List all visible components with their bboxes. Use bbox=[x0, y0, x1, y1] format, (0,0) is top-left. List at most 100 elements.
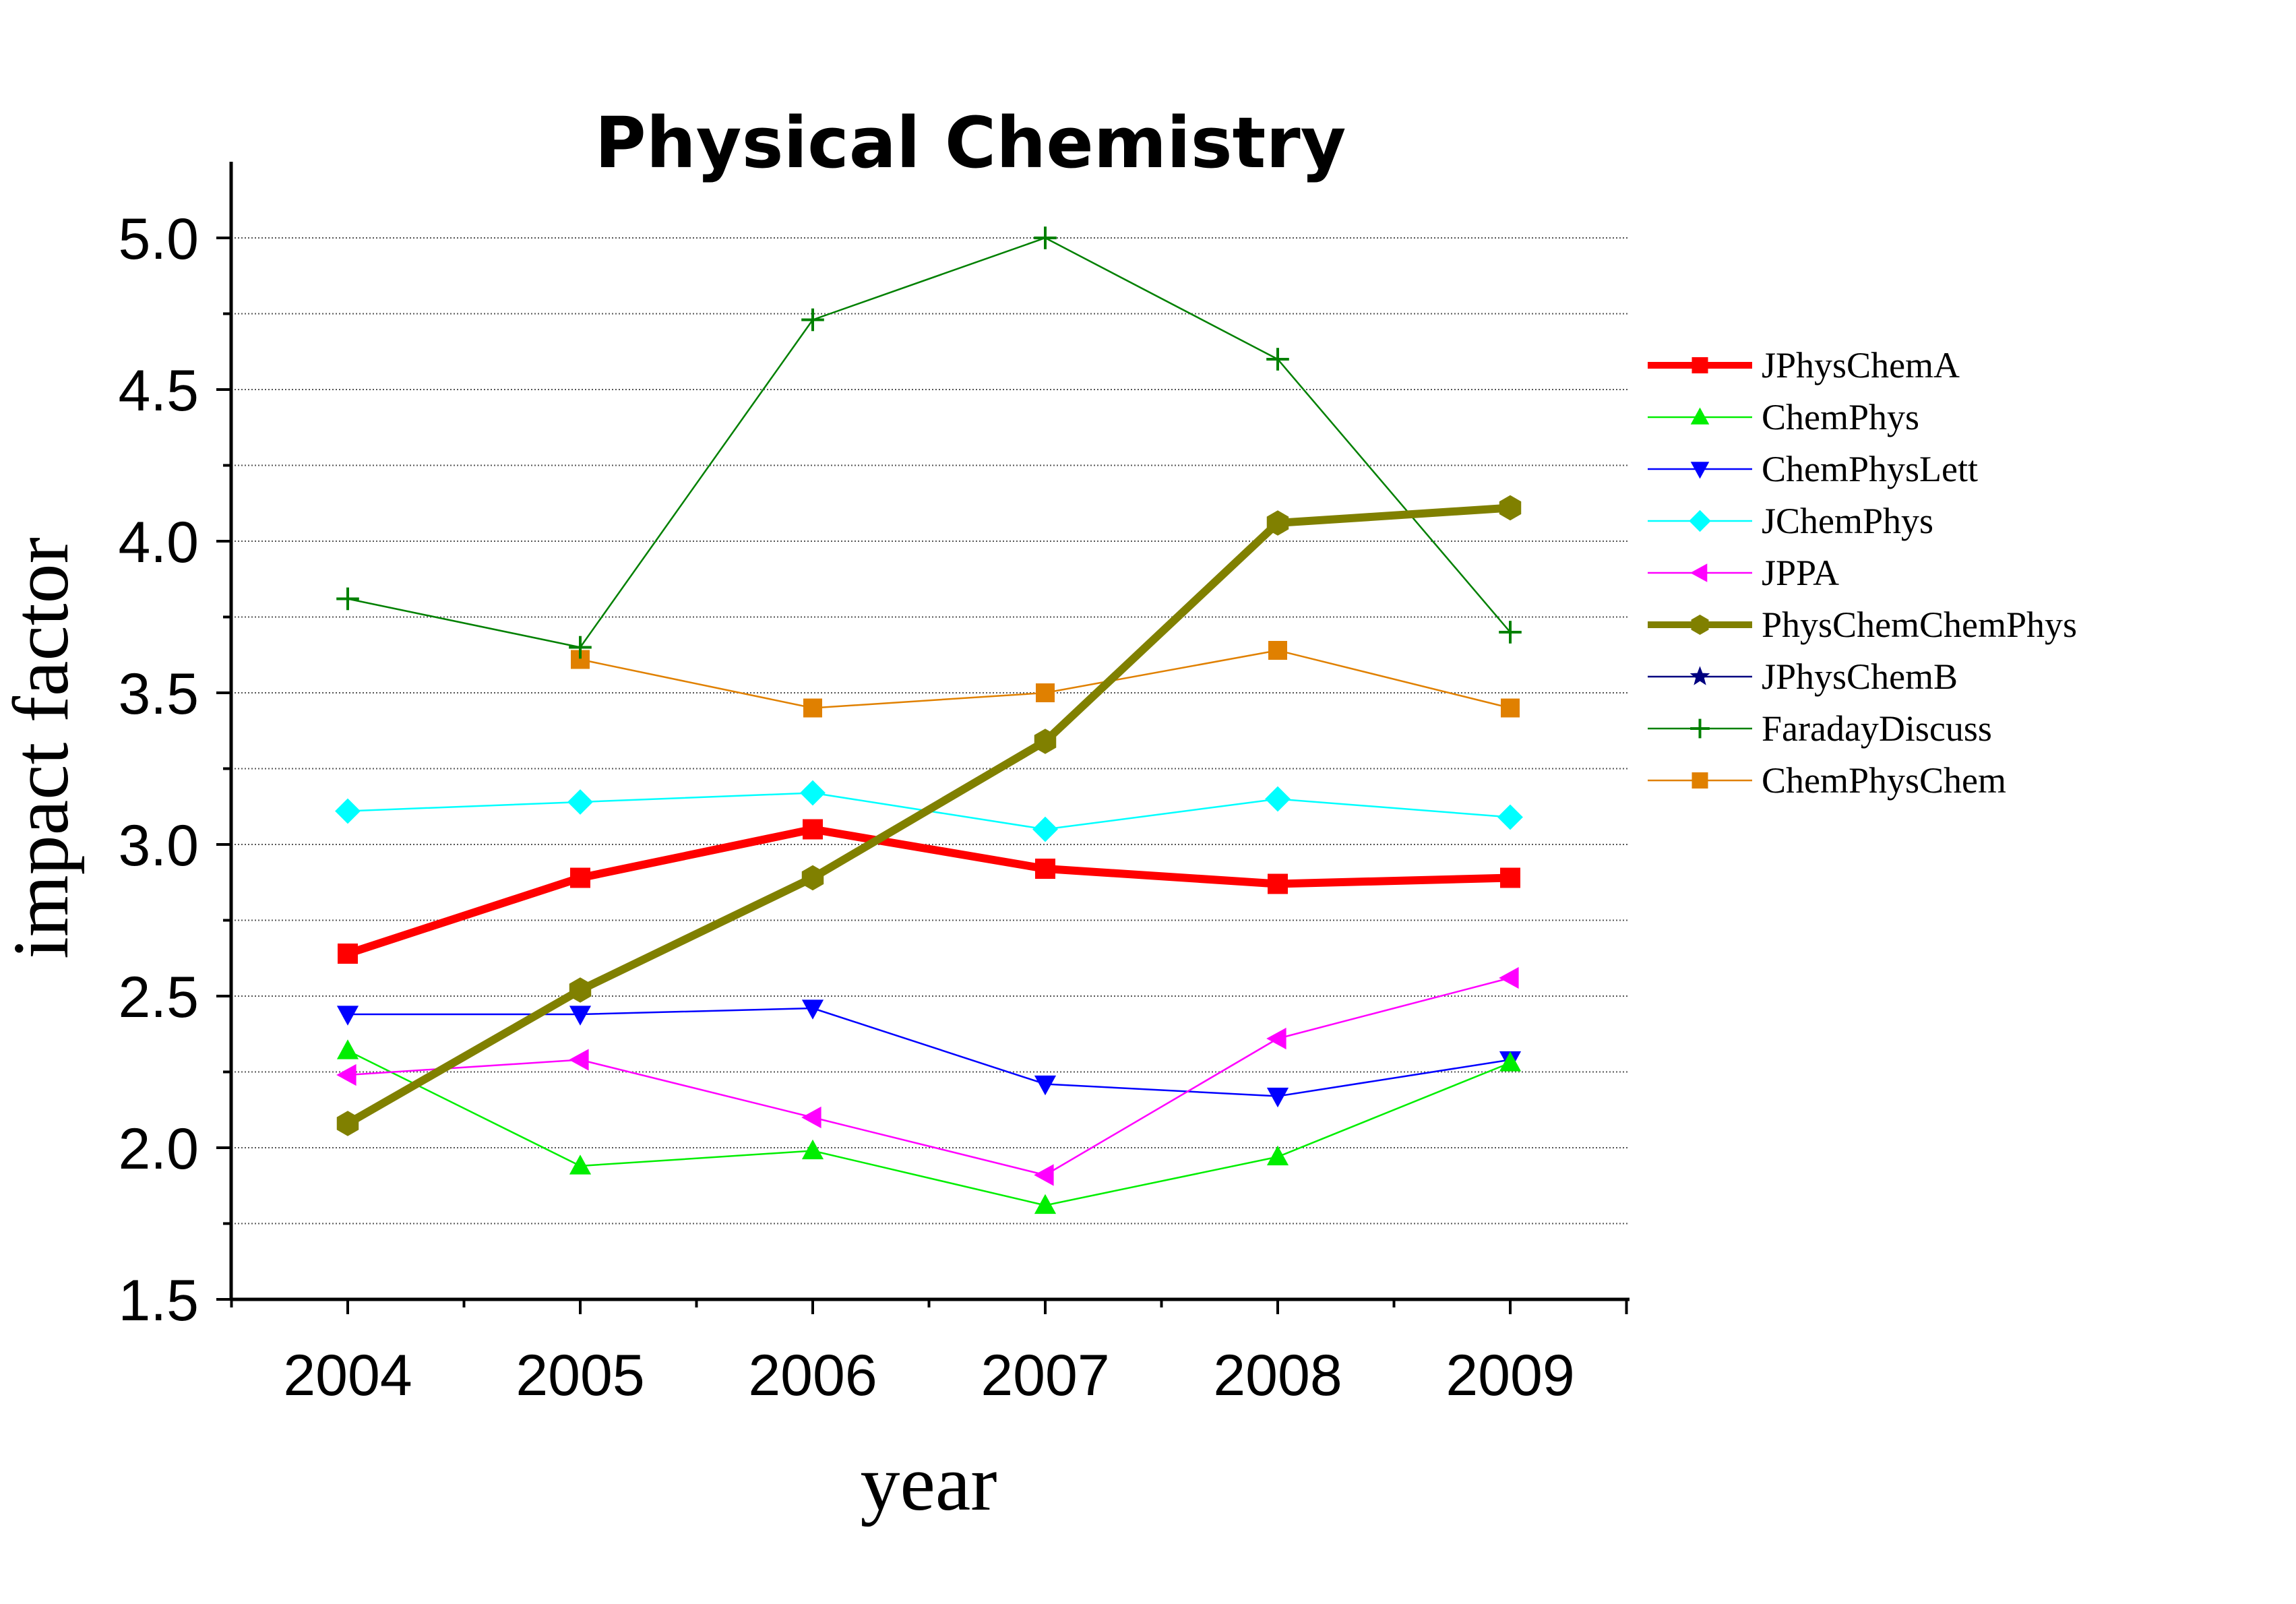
legend-marker bbox=[1689, 666, 1710, 685]
data-point bbox=[801, 999, 824, 1020]
data-point bbox=[1034, 226, 1057, 249]
y-tick-label: 1.5 bbox=[118, 1268, 199, 1333]
legend-marker bbox=[1691, 615, 1709, 635]
x-tick-label: 2005 bbox=[516, 1343, 644, 1408]
data-point bbox=[570, 867, 590, 888]
data-point bbox=[1265, 786, 1291, 812]
data-point bbox=[338, 944, 358, 964]
y-tick-label: 5.0 bbox=[118, 207, 199, 272]
data-point bbox=[801, 308, 824, 332]
data-point bbox=[336, 1063, 356, 1086]
legend-label: JPhysChemB bbox=[1762, 656, 1958, 697]
legend-label: JChemPhys bbox=[1762, 501, 1933, 541]
data-point bbox=[1034, 729, 1057, 754]
series-layer bbox=[335, 226, 1523, 1214]
data-point bbox=[1499, 1051, 1522, 1072]
data-point bbox=[1266, 510, 1289, 536]
legend-label: PhysChemChemPhys bbox=[1762, 605, 2077, 645]
data-point bbox=[336, 1006, 359, 1026]
legend-item-jchemphys: JChemPhys bbox=[1648, 501, 1933, 541]
x-axis-label: year bbox=[860, 1439, 997, 1527]
data-point bbox=[1499, 495, 1522, 521]
legend-marker bbox=[1692, 772, 1708, 789]
data-point bbox=[1501, 698, 1520, 718]
data-point bbox=[1268, 641, 1287, 660]
data-point bbox=[1266, 1145, 1289, 1166]
data-point bbox=[1035, 859, 1055, 879]
series-line bbox=[347, 977, 1511, 1176]
data-point bbox=[803, 698, 822, 718]
legend-marker bbox=[1690, 462, 1710, 479]
chart-title: Physical Chemistry bbox=[595, 102, 1346, 184]
legend-item-chemphys: ChemPhys bbox=[1648, 397, 1919, 437]
legend-marker bbox=[1690, 407, 1710, 425]
legend-label: JPhysChemA bbox=[1762, 345, 1960, 385]
legend-item-physchemchemphys: PhysChemChemPhys bbox=[1648, 605, 2077, 645]
series-line bbox=[347, 1049, 1511, 1206]
data-point bbox=[1032, 816, 1058, 842]
y-axis-label: impact factor bbox=[0, 537, 85, 959]
legend-marker bbox=[1690, 563, 1708, 582]
legend-label: ChemPhys bbox=[1762, 397, 1919, 437]
y-tick-label: 3.5 bbox=[118, 662, 199, 727]
series-faradaydiscuss bbox=[336, 226, 1522, 659]
legend-item-jppa: JPPA bbox=[1648, 553, 1839, 593]
y-tick-label: 4.0 bbox=[118, 510, 199, 575]
series-jphyschema bbox=[338, 819, 1520, 964]
data-point bbox=[801, 1106, 821, 1129]
data-point bbox=[1034, 1075, 1057, 1096]
legend-item-jphyschema: JPhysChemA bbox=[1648, 345, 1960, 385]
legend-item-chemphyschem: ChemPhysChem bbox=[1648, 760, 2006, 801]
data-point bbox=[803, 819, 823, 840]
data-point bbox=[569, 1049, 589, 1071]
series-jppa bbox=[336, 966, 1519, 1186]
data-point bbox=[336, 587, 359, 611]
legend-label: ChemPhysChem bbox=[1762, 760, 2006, 801]
legend: JPhysChemA ChemPhys ChemPhysLett JChemPhys J… bbox=[1648, 345, 2077, 801]
x-tick-label: 2006 bbox=[748, 1343, 877, 1408]
series-line bbox=[346, 825, 1511, 958]
series-line bbox=[346, 503, 1511, 1128]
data-point bbox=[1034, 1164, 1054, 1186]
data-point bbox=[336, 1039, 359, 1059]
data-point bbox=[1499, 621, 1522, 644]
legend-item-jphyschemb: JPhysChemB bbox=[1648, 656, 1958, 697]
series-physchemchemphys bbox=[336, 495, 1522, 1136]
legend-item-chemphyslett: ChemPhysLett bbox=[1648, 449, 1978, 489]
data-point bbox=[1499, 966, 1519, 989]
data-point bbox=[1500, 867, 1520, 888]
legend-item-faradaydiscuss: FaradayDiscuss bbox=[1648, 708, 1992, 749]
series-chemphys bbox=[336, 1039, 1522, 1214]
data-point bbox=[569, 977, 592, 1003]
gridlines bbox=[231, 237, 1630, 1225]
data-point bbox=[1036, 683, 1055, 702]
data-point bbox=[569, 636, 592, 659]
legend-label: ChemPhysLett bbox=[1762, 449, 1978, 489]
data-point bbox=[1266, 348, 1289, 371]
series-chemphyschem bbox=[571, 641, 1520, 718]
series-line bbox=[347, 237, 1511, 648]
legend-label: FaradayDiscuss bbox=[1762, 708, 1992, 749]
data-point bbox=[801, 1139, 824, 1160]
legend-marker bbox=[1689, 510, 1711, 532]
x-tick-label: 2008 bbox=[1213, 1343, 1342, 1408]
y-tick-label: 4.5 bbox=[118, 359, 199, 423]
data-point bbox=[1266, 1087, 1289, 1108]
data-point bbox=[801, 865, 824, 891]
y-tick-label: 2.5 bbox=[118, 965, 199, 1030]
data-point bbox=[1034, 1194, 1057, 1214]
data-point bbox=[1497, 804, 1523, 830]
data-point bbox=[800, 780, 826, 806]
legend-marker bbox=[1690, 718, 1710, 739]
data-point bbox=[1268, 873, 1288, 894]
axes: 1.5 2.0 2.5 3.0 3.5 4.0 4.5 5.0 2004 2005 2006 2007… bbox=[118, 162, 1630, 1408]
legend-marker bbox=[1692, 357, 1708, 373]
data-point bbox=[569, 1154, 592, 1175]
data-point bbox=[567, 789, 593, 815]
data-point bbox=[335, 798, 361, 824]
data-point bbox=[1266, 1027, 1286, 1050]
data-point bbox=[336, 1111, 359, 1136]
y-tick-label: 3.0 bbox=[118, 813, 199, 878]
x-tick-label: 2004 bbox=[283, 1343, 412, 1408]
